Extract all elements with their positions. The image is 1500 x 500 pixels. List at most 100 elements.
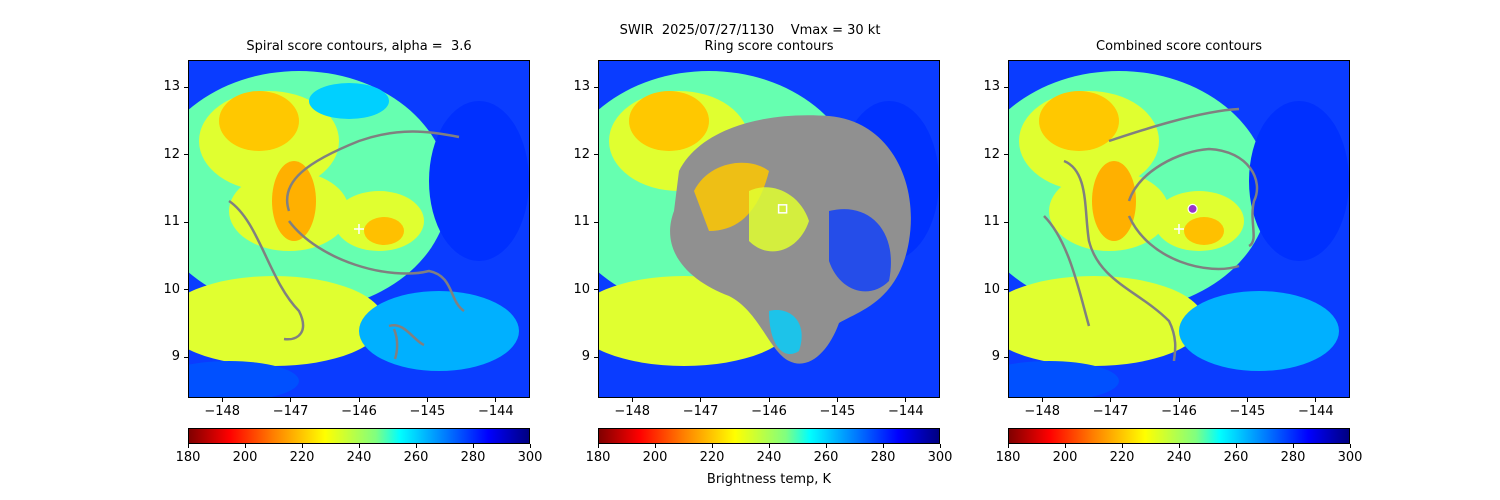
colorbar-tick-label: 200: [642, 450, 668, 465]
y-tick-mark: [184, 289, 188, 291]
colorbar-tick-mark: [1349, 444, 1351, 448]
panel-title-ring: Ring score contours: [704, 39, 834, 54]
colorbar-tick-label: 240: [756, 450, 782, 465]
y-tick-label: 10: [163, 281, 180, 297]
x-tick-mark: [290, 398, 292, 402]
y-tick-label: 10: [573, 281, 590, 297]
y-tick-mark: [594, 154, 598, 156]
plot-ring-image: [599, 61, 939, 397]
x-tick-mark: [1315, 398, 1317, 402]
y-tick-label: 9: [581, 349, 590, 365]
x-tick-mark: [495, 398, 497, 402]
y-tick-label: 13: [163, 79, 180, 95]
x-tick-label: −147: [682, 404, 719, 419]
colorbar-combined: [1008, 428, 1350, 444]
colorbar-spiral: [188, 428, 530, 444]
colorbar-tick-label: 180: [995, 450, 1021, 465]
colorbar-tick-label: 260: [813, 450, 839, 465]
y-tick-mark: [1004, 86, 1008, 88]
colorbar-label: Brightness temp, K: [706, 472, 832, 487]
plot-combined: [1008, 60, 1350, 398]
y-tick-label: 10: [983, 281, 1000, 297]
plot-ring: [598, 60, 940, 398]
x-tick-label: −146: [1161, 404, 1197, 419]
colorbar-tick-mark: [882, 444, 884, 448]
x-tick-mark: [1110, 398, 1112, 402]
x-tick-mark: [631, 398, 633, 402]
y-tick-mark: [184, 221, 188, 223]
x-tick-label: −146: [341, 404, 377, 419]
colorbar-tick-label: 300: [927, 450, 953, 465]
colorbar-tick-label: 220: [1109, 450, 1135, 465]
y-tick-mark: [594, 221, 598, 223]
y-tick-label: 12: [163, 146, 180, 162]
colorbar-tick-mark: [654, 444, 656, 448]
colorbar-tick-mark: [187, 444, 189, 448]
x-tick-label: −145: [1229, 404, 1266, 419]
colorbar-tick-mark: [768, 444, 770, 448]
colorbar-tick-mark: [301, 444, 303, 448]
colorbar-tick-mark: [1178, 444, 1180, 448]
x-tick-label: −148: [614, 404, 651, 419]
colorbar-tick-mark: [358, 444, 360, 448]
x-tick-mark: [1246, 398, 1248, 402]
marker-circle-3: [1187, 203, 1198, 214]
colorbar-tick-label: 300: [517, 450, 543, 465]
colorbar-tick-mark: [1064, 444, 1066, 448]
colorbar-tick-mark: [1121, 444, 1123, 448]
x-tick-label: −144: [887, 404, 924, 419]
x-tick-label: −148: [1024, 404, 1061, 419]
x-tick-mark: [768, 398, 770, 402]
marker-plus-1: [354, 224, 364, 234]
colorbar-tick-label: 200: [1052, 450, 1078, 465]
y-tick-label: 13: [573, 79, 590, 95]
y-tick-mark: [1004, 221, 1008, 223]
plot-spiral-image: [189, 61, 529, 397]
colorbar-tick-mark: [1292, 444, 1294, 448]
y-tick-label: 9: [991, 349, 1000, 365]
colorbar-tick-label: 260: [1223, 450, 1249, 465]
y-tick-mark: [184, 86, 188, 88]
x-tick-mark: [221, 398, 223, 402]
colorbar-tick-mark: [939, 444, 941, 448]
colorbar-tick-label: 180: [175, 450, 201, 465]
colorbar-tick-label: 300: [1337, 450, 1363, 465]
y-tick-mark: [594, 356, 598, 358]
y-tick-mark: [184, 356, 188, 358]
x-tick-mark: [905, 398, 907, 402]
marker-square-2: [777, 204, 788, 214]
y-tick-label: 9: [171, 349, 180, 365]
x-tick-label: −145: [819, 404, 856, 419]
y-tick-label: 13: [983, 79, 1000, 95]
colorbar-tick-label: 240: [346, 450, 372, 465]
x-tick-label: −144: [477, 404, 514, 419]
colorbar-ring: [598, 428, 940, 444]
y-tick-label: 12: [983, 146, 1000, 162]
x-tick-mark: [358, 398, 360, 402]
y-tick-label: 12: [573, 146, 590, 162]
colorbar-tick-label: 220: [289, 450, 315, 465]
colorbar-tick-label: 280: [1280, 450, 1306, 465]
y-tick-mark: [184, 154, 188, 156]
colorbar-tick-mark: [415, 444, 417, 448]
y-tick-mark: [1004, 356, 1008, 358]
panel-title-spiral: Spiral score contours, alpha = 3.6: [246, 39, 472, 54]
colorbar-tick-label: 260: [403, 450, 429, 465]
x-tick-label: −147: [272, 404, 309, 419]
colorbar-tick-mark: [1007, 444, 1009, 448]
colorbar-tick-mark: [711, 444, 713, 448]
x-tick-mark: [836, 398, 838, 402]
colorbar-tick-label: 240: [1166, 450, 1192, 465]
colorbar-tick-label: 280: [460, 450, 486, 465]
square-marker: [777, 204, 788, 214]
y-tick-mark: [594, 289, 598, 291]
y-tick-mark: [1004, 289, 1008, 291]
colorbar-tick-mark: [597, 444, 599, 448]
panel-title-combined: Combined score contours: [1096, 39, 1262, 54]
marker-plus-3: [1174, 224, 1184, 234]
x-tick-label: −145: [409, 404, 446, 419]
y-tick-mark: [594, 86, 598, 88]
x-tick-mark: [1041, 398, 1043, 402]
colorbar-tick-mark: [1235, 444, 1237, 448]
y-tick-label: 11: [163, 214, 180, 230]
